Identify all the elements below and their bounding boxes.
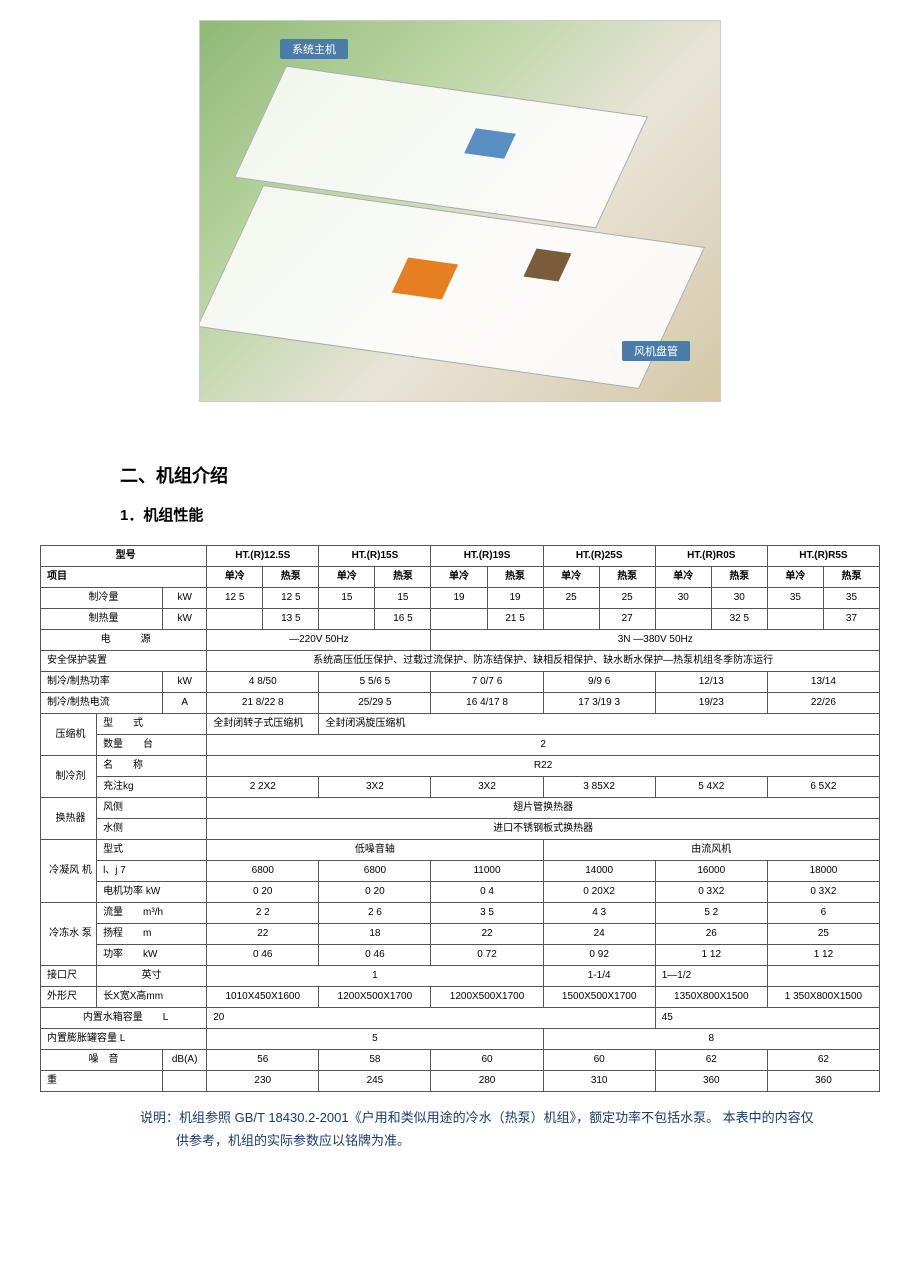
table-row: 制冷量 kW 12 512 5 1515 1919 2525 3030 3535 [41, 588, 880, 609]
diagram-fan-coil-label: 风机盘管 [622, 341, 690, 361]
table-row: 内置膨胀罐容量 L 5 8 [41, 1029, 880, 1050]
hdr-item: 项目 [41, 567, 207, 588]
table-row: l、j 7 6800 6800 11000 14000 16000 18000 [41, 861, 880, 882]
table-row: 项目 单冷热泵 单冷热泵 单冷热泵 单冷热泵 单冷热泵 单冷热泵 [41, 567, 880, 588]
table-row: 重 230 245 280 310 360 360 [41, 1071, 880, 1092]
footnote: 说明：机组参照 GB/T 18430.2-2001《户用和类似用途的冷水（热泵）… [36, 1092, 920, 1173]
table-row: 制冷/制热电流 A 21 8/22 8 25/29 5 16 4/17 8 17… [41, 693, 880, 714]
table-row: 电 源 —220V 50Hz 3N —380V 50Hz [41, 630, 880, 651]
table-row: 充注kg 2 2X2 3X2 3X2 3 85X2 5 4X2 6 5X2 [41, 777, 880, 798]
table-row: 安全保护装置 系统高压低压保护、过载过流保护、防冻结保护、缺相反相保护、缺水断水… [41, 651, 880, 672]
system-diagram: 系统主机 风机盘管 [199, 20, 721, 402]
table-row: 制冷/制热功率 kW 4 8/50 5 5/6 5 7 0/7 6 9/9 6 … [41, 672, 880, 693]
table-row: 换热器 风侧 翅片管换热器 [41, 798, 880, 819]
table-row: 内置水箱容量 L 20 45 [41, 1008, 880, 1029]
hdr-model: 型号 [41, 546, 207, 567]
table-row: 数量 台 2 [41, 735, 880, 756]
subtitle-heading: 1．机组性能 [120, 504, 820, 525]
hdr-m4: HT.(R)R0S [655, 546, 767, 567]
iso-building [220, 51, 700, 381]
table-row: 电机功率 kW 0 20 0 20 0 4 0 20X2 0 3X2 0 3X2 [41, 882, 880, 903]
table-row: 接口尺 英寸 1 1-1/4 1—1/2 [41, 966, 880, 987]
table-row: 外形尺 长X宽X高mm 1010X450X1600 1200X500X1700 … [41, 987, 880, 1008]
table-row: 水侧 进口不锈钢板式换热器 [41, 819, 880, 840]
table-row: 制冷剂 名 称 R22 [41, 756, 880, 777]
table-row: 型号 HT.(R)12.5S HT.(R)15S HT.(R)19S HT.(R… [41, 546, 880, 567]
table-row: 扬程 m 22 18 22 24 26 25 [41, 924, 880, 945]
section-heading: 二、机组介绍 [120, 462, 820, 488]
spec-table: 型号 HT.(R)12.5S HT.(R)15S HT.(R)19S HT.(R… [40, 545, 880, 1092]
table-row: 噪 音 dB(A) 56 58 60 60 62 62 [41, 1050, 880, 1071]
table-row: 冷凝风 机 型式 低噪音轴 由流风机 [41, 840, 880, 861]
table-row: 冷冻水 泵 流量 m³/h 2 2 2 6 3 5 4 3 5 2 6 [41, 903, 880, 924]
table-row: 压缩机 型 式 全封闭转子式压缩机 全封闭涡旋压缩机 [41, 714, 880, 735]
hdr-m0: HT.(R)12.5S [207, 546, 319, 567]
hdr-m5: HT.(R)R5S [767, 546, 879, 567]
hdr-m3: HT.(R)25S [543, 546, 655, 567]
hdr-m2: HT.(R)19S [431, 546, 543, 567]
hdr-m1: HT.(R)15S [319, 546, 431, 567]
table-row: 功率 kW 0 46 0 46 0 72 0 92 1 12 1 12 [41, 945, 880, 966]
table-row: 制热量 kW 13 5 16 5 21 5 27 32 5 37 [41, 609, 880, 630]
